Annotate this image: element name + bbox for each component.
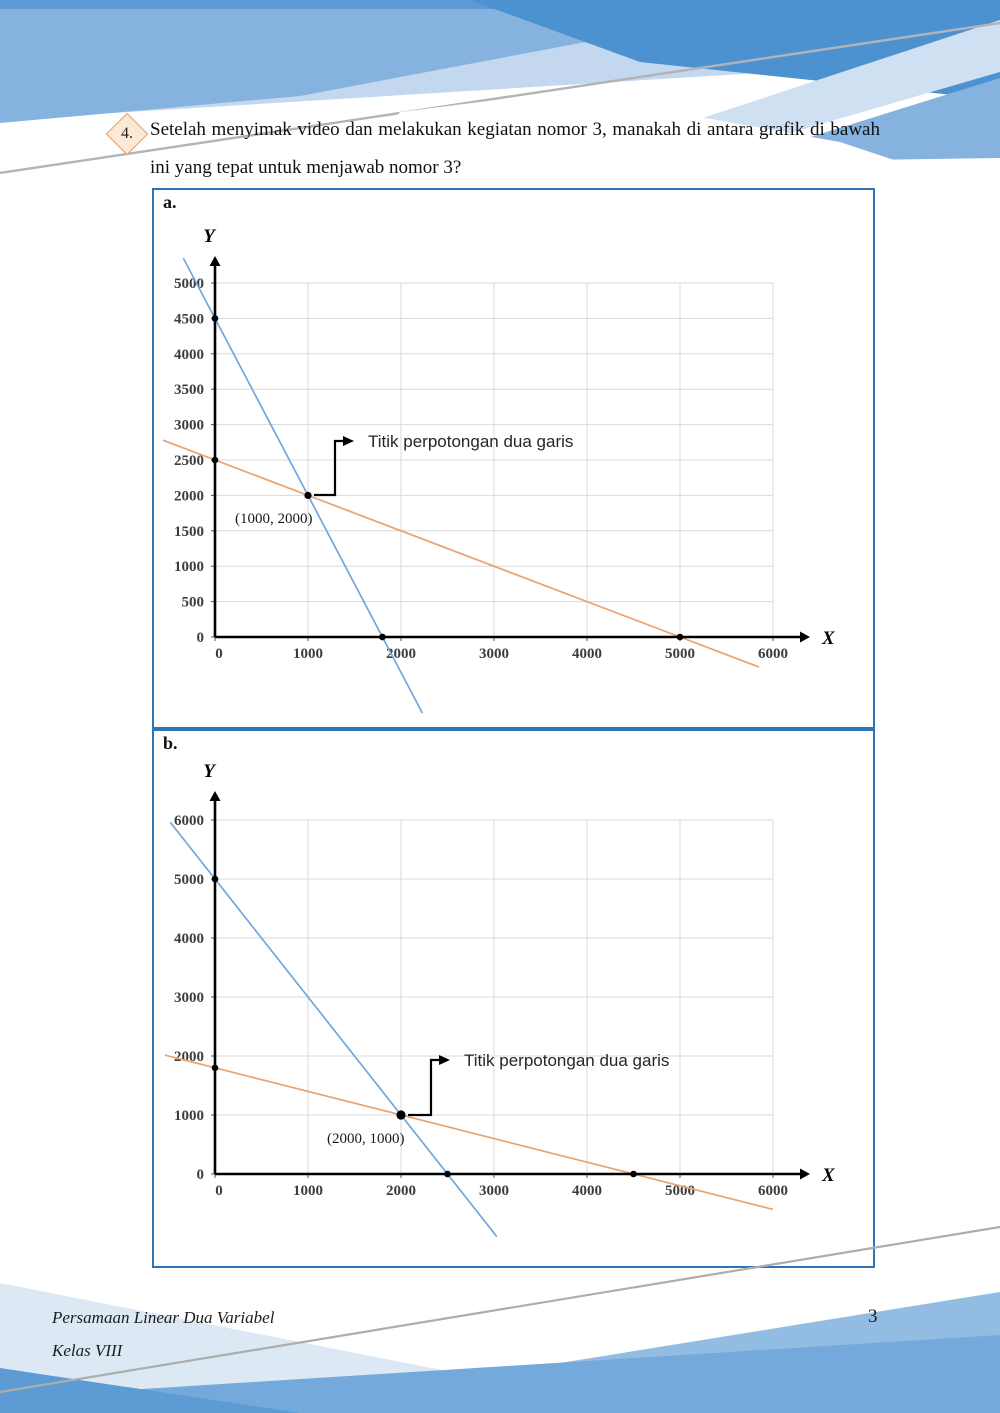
- svg-text:(1000, 2000): (1000, 2000): [235, 511, 313, 527]
- page-number: 3: [868, 1306, 878, 1327]
- svg-text:6000: 6000: [758, 1183, 788, 1199]
- svg-text:1000: 1000: [174, 559, 204, 575]
- svg-text:3500: 3500: [174, 382, 204, 398]
- svg-text:Y: Y: [203, 226, 217, 247]
- svg-text:4000: 4000: [174, 931, 204, 947]
- footer-class-label: Kelas VIII: [52, 1341, 123, 1360]
- svg-text:5000: 5000: [665, 646, 695, 662]
- chart-b-label: b.: [163, 733, 178, 753]
- svg-text:Titik perpotongan dua garis: Titik perpotongan dua garis: [464, 1051, 669, 1070]
- svg-text:2000: 2000: [386, 1183, 416, 1199]
- svg-text:1000: 1000: [293, 1183, 323, 1199]
- question-number: 4.: [121, 125, 133, 142]
- svg-text:1000: 1000: [174, 1108, 204, 1124]
- svg-text:0: 0: [215, 646, 223, 662]
- svg-text:4000: 4000: [572, 646, 602, 662]
- svg-text:0: 0: [197, 630, 205, 646]
- question-text: Setelah menyimak video dan melakukan keg…: [150, 119, 880, 178]
- svg-text:500: 500: [182, 595, 205, 611]
- svg-text:0: 0: [215, 1183, 223, 1199]
- svg-text:2500: 2500: [174, 453, 204, 469]
- svg-text:3000: 3000: [174, 418, 204, 434]
- svg-text:X: X: [821, 1165, 836, 1186]
- svg-text:4000: 4000: [174, 347, 204, 363]
- svg-text:3000: 3000: [174, 990, 204, 1006]
- svg-text:6000: 6000: [758, 646, 788, 662]
- svg-text:X: X: [821, 628, 836, 649]
- svg-text:5000: 5000: [174, 276, 204, 292]
- svg-text:Y: Y: [203, 761, 217, 782]
- footer-course-title: Persamaan Linear Dua Variabel: [52, 1308, 275, 1327]
- svg-text:3000: 3000: [479, 1183, 509, 1199]
- svg-text:4000: 4000: [572, 1183, 602, 1199]
- chart-a: 0 500 1000 1500 2000 2500 3000 3500 4000 4500 5000…: [162, 226, 836, 714]
- chart-box-b: b. 0 1000 2000 3000 4000 5000 6000 0 1000 2000 300…: [152, 729, 875, 1268]
- svg-text:Titik perpotongan dua garis: Titik perpotongan dua garis: [368, 432, 573, 451]
- svg-text:3000: 3000: [479, 646, 509, 662]
- svg-text:1500: 1500: [174, 524, 204, 540]
- svg-text:2000: 2000: [174, 488, 204, 504]
- svg-text:0: 0: [197, 1167, 205, 1183]
- svg-text:4500: 4500: [174, 311, 204, 327]
- svg-text:(2000, 1000): (2000, 1000): [327, 1131, 405, 1147]
- svg-text:6000: 6000: [174, 813, 204, 829]
- svg-text:5000: 5000: [174, 872, 204, 888]
- chart-b: 0 1000 2000 3000 4000 5000 6000 0 1000 2000 3000 40…: [164, 761, 836, 1238]
- svg-text:2000: 2000: [174, 1049, 204, 1065]
- question-number-badge: 4.: [105, 112, 149, 156]
- chart-box-a: a. 0 500 1000 1500 2000 2500 3000 3500 4000 4500 5…: [152, 188, 875, 729]
- svg-text:1000: 1000: [293, 646, 323, 662]
- chart-a-label: a.: [163, 192, 177, 212]
